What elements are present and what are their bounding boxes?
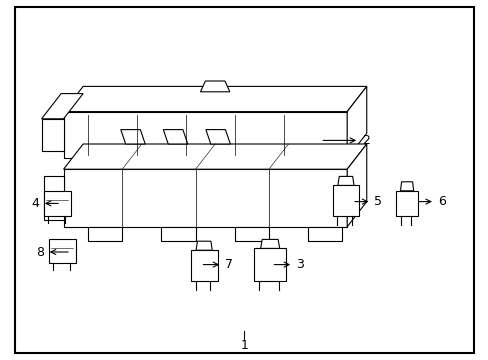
- Text: 8: 8: [36, 246, 68, 258]
- Polygon shape: [41, 94, 83, 119]
- Polygon shape: [200, 81, 229, 92]
- Polygon shape: [44, 176, 63, 220]
- Polygon shape: [254, 248, 285, 281]
- Polygon shape: [395, 191, 417, 216]
- Text: 6: 6: [418, 195, 445, 208]
- Polygon shape: [41, 119, 63, 151]
- Polygon shape: [220, 158, 254, 173]
- Polygon shape: [49, 239, 76, 263]
- Text: 4: 4: [31, 197, 58, 210]
- Polygon shape: [332, 185, 359, 216]
- Polygon shape: [63, 144, 366, 169]
- Text: 2: 2: [323, 134, 369, 147]
- Polygon shape: [346, 86, 366, 158]
- Polygon shape: [151, 158, 185, 173]
- Text: 1: 1: [240, 339, 248, 352]
- Polygon shape: [44, 191, 71, 216]
- Polygon shape: [161, 227, 195, 241]
- Polygon shape: [63, 112, 346, 158]
- Polygon shape: [121, 130, 145, 144]
- Polygon shape: [260, 239, 279, 248]
- Polygon shape: [337, 176, 353, 185]
- Polygon shape: [163, 130, 187, 144]
- Polygon shape: [63, 169, 346, 227]
- FancyBboxPatch shape: [15, 7, 473, 353]
- Polygon shape: [196, 241, 212, 250]
- Text: 7: 7: [203, 258, 232, 271]
- Polygon shape: [88, 227, 122, 241]
- Polygon shape: [400, 182, 413, 191]
- Text: 5: 5: [354, 195, 381, 208]
- Polygon shape: [307, 227, 342, 241]
- Polygon shape: [346, 144, 366, 227]
- Polygon shape: [190, 250, 217, 281]
- Polygon shape: [205, 130, 230, 144]
- Text: 3: 3: [274, 258, 303, 271]
- Polygon shape: [234, 227, 268, 241]
- Polygon shape: [63, 86, 366, 112]
